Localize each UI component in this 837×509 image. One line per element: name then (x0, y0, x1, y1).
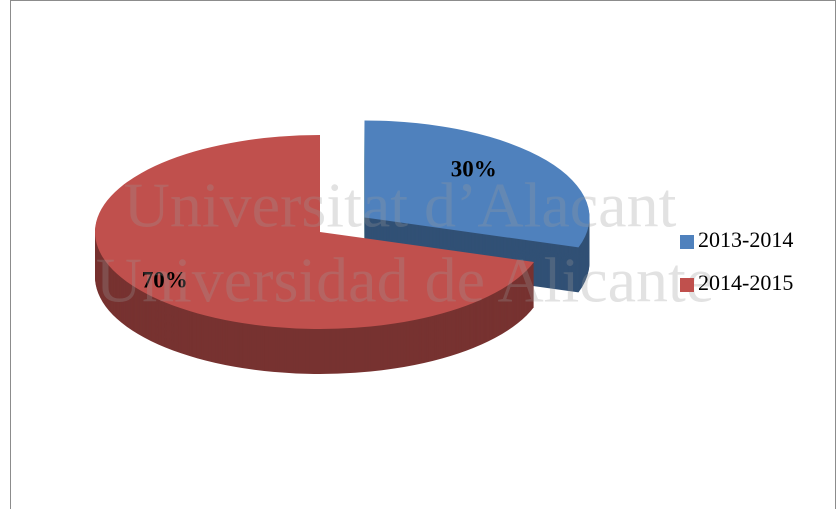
legend-swatch (680, 278, 694, 292)
data-label: 70% (142, 267, 188, 292)
data-label: 30% (451, 157, 497, 182)
legend-swatch (680, 235, 694, 249)
pie-slice (364, 120, 590, 293)
pie-slice (95, 135, 534, 375)
watermark: Universidad de Alicante (96, 245, 714, 316)
legend-label: 2013-2014 (698, 227, 793, 252)
watermark: Universitat d’Alacant (124, 170, 677, 241)
slice-top (364, 120, 590, 248)
slice-top (95, 135, 534, 329)
legend-label: 2014-2015 (698, 270, 793, 295)
